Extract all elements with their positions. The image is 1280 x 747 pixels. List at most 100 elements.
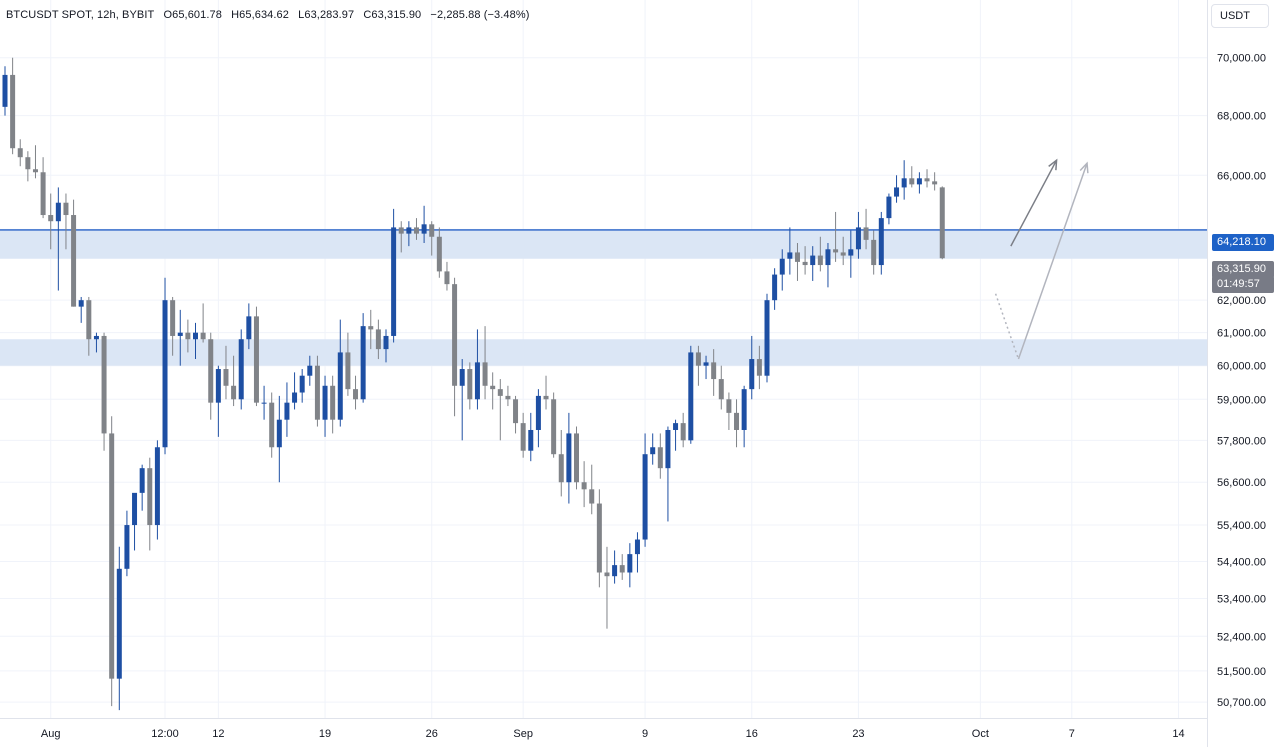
candle — [627, 543, 633, 588]
candle — [116, 546, 122, 711]
price-tick-label: 53,400.00 — [1217, 594, 1266, 606]
symbol-label[interactable]: BTCUSDT SPOT, 12h, BYBIT — [6, 9, 155, 21]
candle-body — [55, 202, 61, 222]
candle — [878, 211, 884, 275]
candle-body — [939, 187, 945, 259]
candle-body — [261, 402, 267, 404]
candle-body — [215, 369, 221, 403]
candle — [429, 221, 435, 256]
candle-body — [703, 362, 709, 366]
candle-body — [101, 335, 107, 434]
time-axis[interactable]: Aug 12:00 12 19 26 Sep 9 16 23 Oct 7 14 — [0, 718, 1207, 741]
candle-body — [48, 215, 54, 222]
price-axis[interactable]: 70,000.00 68,000.00 66,000.00 62,000.00 61,0… — [1207, 0, 1266, 747]
candle-body — [520, 423, 526, 451]
candle — [932, 172, 938, 191]
candle — [894, 175, 900, 203]
candle — [223, 345, 229, 400]
candle-body — [741, 389, 747, 430]
price-tick-label: 68,000.00 — [1217, 111, 1266, 123]
candle-body — [406, 227, 412, 234]
candle — [619, 554, 625, 580]
change-value: −2,285.88 (−3.48%) — [430, 9, 530, 21]
candle-body — [916, 178, 922, 185]
candle — [734, 399, 740, 448]
candle — [505, 385, 511, 407]
time-tick-label: Sep — [513, 728, 533, 740]
candle-body — [337, 352, 343, 420]
candle — [756, 345, 762, 390]
candle-body — [924, 178, 930, 182]
candle — [474, 329, 480, 410]
candle-body — [833, 249, 839, 253]
candle-body — [398, 227, 404, 234]
candle-body — [779, 258, 785, 275]
candle-body — [391, 227, 397, 336]
candle-body — [170, 300, 176, 336]
candle — [810, 246, 816, 281]
candle-body — [551, 399, 557, 455]
candle-body — [360, 326, 366, 400]
candle-body — [208, 339, 214, 403]
candle — [421, 205, 427, 244]
candle-body — [314, 365, 320, 420]
candle-body — [299, 375, 305, 393]
candle — [574, 426, 579, 490]
price-tick-label: 54,400.00 — [1217, 556, 1266, 568]
candle — [345, 332, 351, 396]
candle — [558, 429, 564, 497]
candle — [170, 296, 176, 356]
candle — [322, 375, 328, 437]
candle-countdown-tag: 01:49:57 — [1212, 276, 1274, 293]
candle — [459, 359, 465, 441]
candle — [162, 277, 168, 455]
time-tick-label: 7 — [1069, 728, 1075, 740]
candle — [147, 457, 153, 551]
candle-body — [193, 332, 198, 340]
candle — [276, 395, 282, 483]
arrow-head — [1079, 161, 1089, 174]
candle — [726, 392, 732, 430]
candle-body — [307, 365, 313, 376]
candle-body — [505, 395, 511, 400]
candle-body — [330, 385, 336, 420]
price-tick-label: 62,000.00 — [1217, 295, 1266, 307]
candle-body — [634, 539, 640, 555]
candle — [299, 369, 305, 403]
candle — [772, 268, 778, 310]
price-tick-label: 50,700.00 — [1217, 697, 1266, 709]
candle-body — [894, 187, 900, 197]
candle — [32, 145, 38, 179]
candle — [40, 157, 46, 219]
candle — [825, 243, 831, 288]
candle — [17, 139, 23, 167]
candle-body — [109, 433, 115, 679]
candle-body — [86, 300, 92, 340]
candle — [154, 440, 160, 540]
price-tick-label: 56,600.00 — [1217, 477, 1266, 489]
candle-body — [787, 252, 793, 259]
candle — [581, 461, 587, 508]
candle-body — [886, 196, 892, 219]
price-zones — [0, 228, 1207, 366]
candle-body — [436, 236, 442, 272]
candle-body — [231, 385, 237, 400]
candle-body — [246, 316, 252, 340]
candle — [764, 293, 770, 383]
candle — [93, 332, 99, 353]
candle — [596, 489, 602, 588]
candle-body — [726, 399, 732, 413]
candle — [711, 349, 717, 396]
candle-body — [132, 492, 138, 526]
candle-body — [612, 565, 618, 577]
candle — [909, 166, 915, 188]
candle-body — [185, 332, 191, 340]
candle-body — [932, 181, 938, 185]
candle-body — [429, 224, 435, 237]
candle-body — [444, 271, 450, 285]
currency-button[interactable]: USDT — [1211, 4, 1269, 28]
candle-body — [322, 385, 328, 420]
candle — [634, 532, 640, 573]
